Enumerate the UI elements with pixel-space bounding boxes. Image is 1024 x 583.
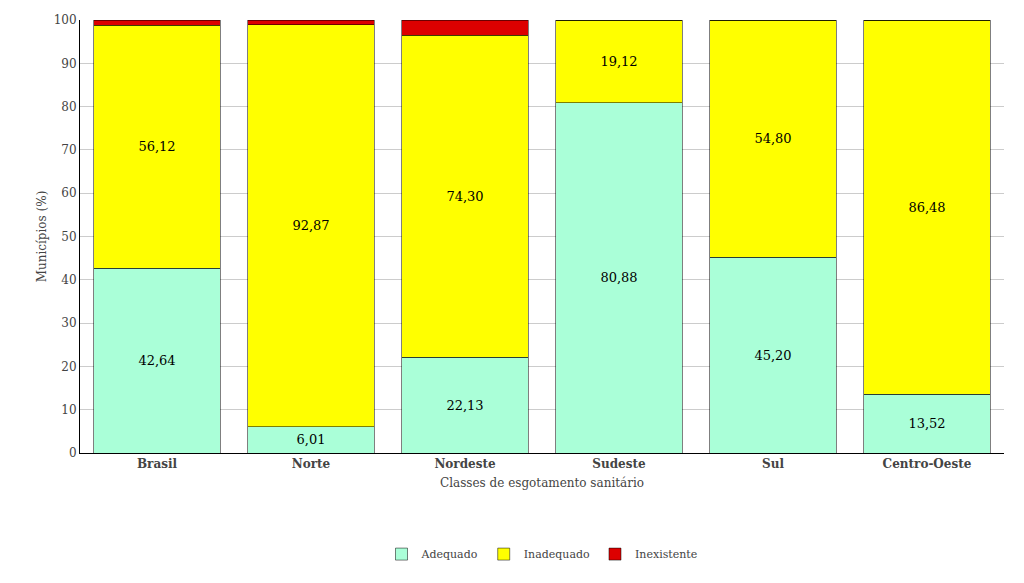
svg-text:Nordeste: Nordeste xyxy=(434,457,496,471)
svg-text:42,64: 42,64 xyxy=(138,353,175,368)
svg-text:Centro-Oeste: Centro-Oeste xyxy=(883,457,972,471)
svg-text:Sudeste: Sudeste xyxy=(592,457,646,471)
svg-text:30: 30 xyxy=(61,316,76,330)
svg-text:Inadequado: Inadequado xyxy=(524,548,590,561)
svg-text:Municípios (%): Municípios (%) xyxy=(35,191,49,283)
svg-text:92,87: 92,87 xyxy=(292,218,329,233)
svg-text:Norte: Norte xyxy=(292,457,331,471)
svg-text:45,20: 45,20 xyxy=(754,348,791,363)
svg-text:Inexistente: Inexistente xyxy=(635,548,697,561)
svg-text:19,12: 19,12 xyxy=(600,54,637,69)
svg-text:60: 60 xyxy=(61,186,76,200)
svg-text:Adequado: Adequado xyxy=(421,548,478,561)
svg-text:22,13: 22,13 xyxy=(446,398,483,413)
svg-text:50: 50 xyxy=(61,230,76,244)
svg-text:40: 40 xyxy=(61,273,76,287)
svg-text:Classes de esgotamento sanitár: Classes de esgotamento sanitário xyxy=(440,476,644,490)
svg-text:80: 80 xyxy=(61,100,76,114)
svg-text:20: 20 xyxy=(61,360,76,374)
svg-text:80,88: 80,88 xyxy=(600,270,637,285)
svg-text:70: 70 xyxy=(61,143,76,157)
svg-text:90: 90 xyxy=(61,57,76,71)
svg-text:86,48: 86,48 xyxy=(908,200,945,215)
svg-text:54,80: 54,80 xyxy=(754,131,791,146)
svg-text:100: 100 xyxy=(54,13,77,27)
svg-text:10: 10 xyxy=(61,403,76,417)
svg-text:56,12: 56,12 xyxy=(138,139,175,154)
svg-text:0: 0 xyxy=(69,446,77,460)
svg-text:13,52: 13,52 xyxy=(908,416,945,431)
svg-text:74,30: 74,30 xyxy=(446,189,483,204)
svg-text:Sul: Sul xyxy=(762,457,784,471)
svg-text:6,01: 6,01 xyxy=(297,432,326,447)
svg-text:Brasil: Brasil xyxy=(137,457,178,471)
